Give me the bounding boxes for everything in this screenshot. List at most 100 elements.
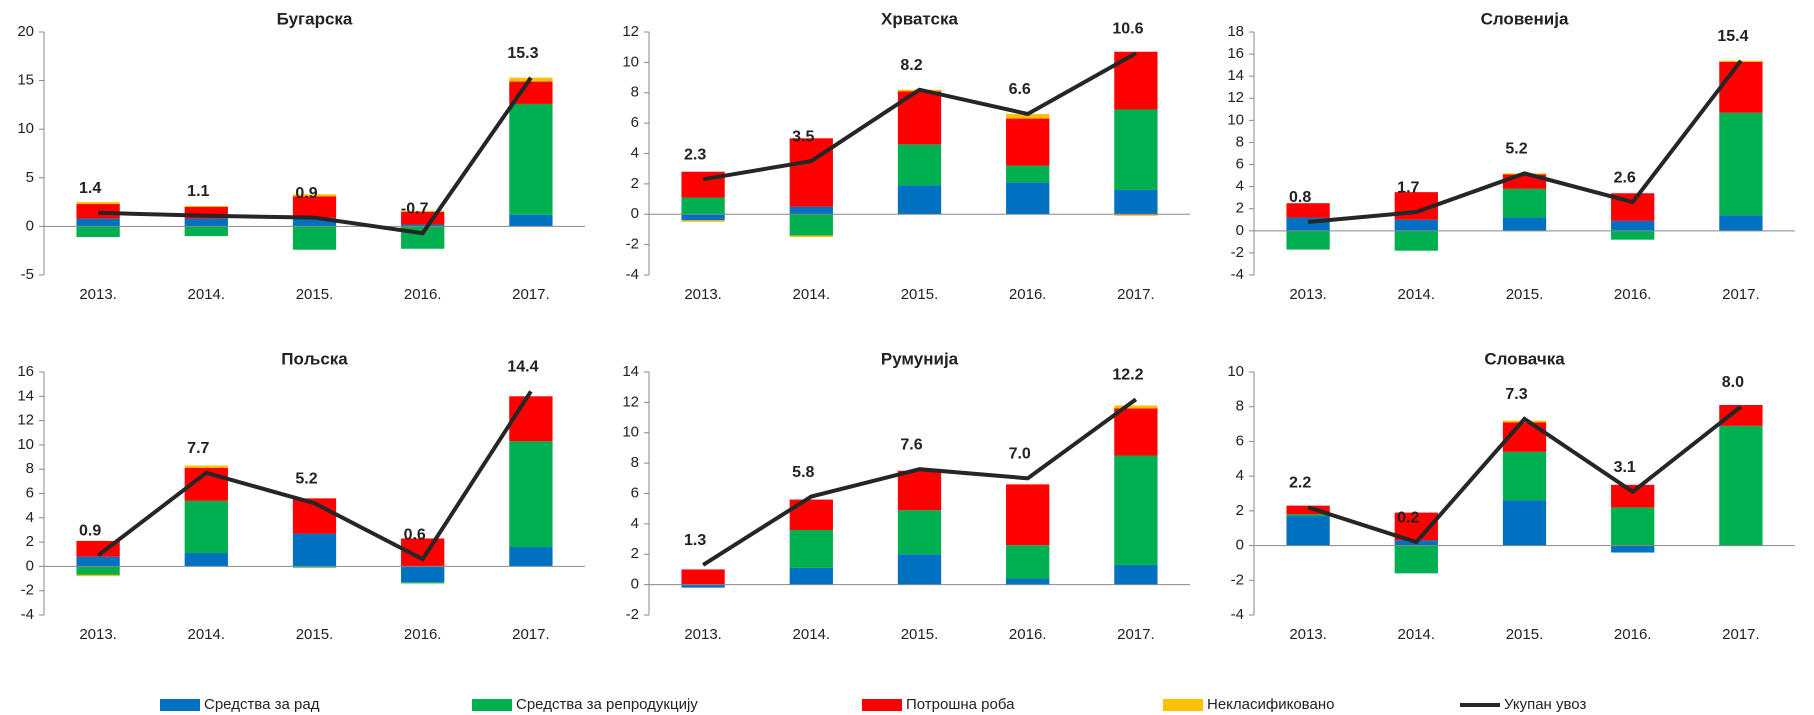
data-label: 3.1 [1614,459,1636,476]
bar-segment [789,206,833,215]
x-tick-label: 2014. [188,626,226,643]
y-tick-label: 0 [1236,222,1244,239]
y-tick-label: 6 [631,484,639,501]
bar-segment [1006,182,1050,215]
data-label: 1.3 [684,532,706,549]
bar-segment [1502,500,1547,546]
y-tick-label: 0 [1236,537,1244,554]
y-tick-label: 4 [631,144,639,161]
y-tick-label: 8 [1236,133,1244,150]
y-tick-label: 8 [26,460,34,477]
y-tick-label: 4 [631,515,639,532]
y-tick-label: 14 [622,363,639,380]
bar-segment [1006,118,1050,166]
y-tick-label: 8 [631,454,639,471]
x-tick-label: 2013. [1289,286,1327,303]
y-tick-label: 6 [26,484,34,501]
bar-segment [1286,230,1330,250]
bar-segment [1006,545,1050,579]
bar-segment [789,529,833,568]
bar-segment [1611,230,1655,240]
bar-segment [401,210,445,212]
data-label: 5.2 [295,470,317,487]
x-tick-label: 2016. [404,626,442,643]
data-label: 5.2 [1505,141,1527,158]
y-tick-label: 4 [26,509,34,526]
y-tick-label: -2 [21,582,34,599]
data-label: 6.6 [1009,81,1031,98]
x-tick-label: 2017. [1117,286,1155,303]
data-label: 15.3 [507,45,538,62]
bar-segment [184,206,228,219]
bar-segment [1114,189,1158,215]
bar-segment [292,226,337,250]
bar-segment [509,81,553,104]
data-label: 12.2 [1112,367,1143,384]
bar-segment [184,465,228,468]
bar-segment [76,556,120,567]
legend-label: Потрошна роба [906,696,1015,713]
x-tick-label: 2015. [296,626,334,643]
bar-segment [509,396,553,442]
y-tick-label: 14 [17,387,34,404]
y-tick-label: 2 [26,533,34,550]
y-tick-label: 0 [26,557,34,574]
bar-segment [1006,578,1050,585]
bar-segment [184,218,228,227]
data-label: 15.4 [1717,28,1748,45]
data-label: 2.6 [1614,169,1636,186]
y-tick-label: 6 [1236,156,1244,173]
bar-segment [1286,514,1330,517]
bar-segment [292,566,337,568]
y-tick-label: 14 [1227,67,1244,84]
x-tick-label: 2017. [512,626,550,643]
bar-segment [789,235,833,238]
data-label: 0.9 [79,523,101,540]
y-tick-label: 0 [631,205,639,222]
bar-segment [897,510,942,555]
x-tick-label: 2017. [1117,626,1155,643]
x-tick-label: 2014. [793,626,831,643]
bar-segment [1502,188,1547,218]
y-tick-label: -4 [1231,266,1244,283]
y-tick-label: 10 [622,424,639,441]
bar-segment [1286,203,1330,218]
bar-segment [681,584,725,588]
data-label: 7.6 [900,436,922,453]
y-tick-label: 2 [1236,200,1244,217]
y-tick-label: 5 [26,169,34,186]
y-tick-label: 10 [1227,363,1244,380]
x-tick-label: 2017. [1722,286,1760,303]
bar-segment [292,533,337,567]
bar-segment [1719,215,1763,231]
bar-segment [1719,61,1763,113]
legend-label: Средства за рад [204,696,320,713]
y-tick-label: 8 [1236,398,1244,415]
x-tick-label: 2016. [1009,286,1047,303]
y-tick-label: 16 [17,363,34,380]
bar-segment [1719,425,1763,546]
y-tick-label: 0 [26,217,34,234]
data-label: 7.7 [187,440,209,457]
bar-segment [1114,109,1158,190]
bar-segment [681,197,725,215]
data-label: 8.0 [1722,374,1744,391]
legend-swatch [1163,699,1203,711]
y-tick-label: 10 [1227,111,1244,128]
bar-segment [1394,545,1438,574]
bar-segment [76,202,120,205]
bar-segment [184,553,228,567]
bar-segment [789,138,833,207]
y-tick-label: -2 [626,606,639,623]
data-label: 10.6 [1112,20,1143,37]
legend-label: Некласификовано [1207,696,1334,713]
x-tick-label: 2015. [1506,286,1544,303]
chart-title: Словачка [1484,349,1565,368]
x-tick-label: 2014. [1398,286,1436,303]
y-tick-label: 2 [631,175,639,192]
y-tick-label: 10 [17,120,34,137]
y-tick-label: -4 [626,266,639,283]
y-tick-label: 8 [631,84,639,101]
y-tick-label: 12 [1227,89,1244,106]
